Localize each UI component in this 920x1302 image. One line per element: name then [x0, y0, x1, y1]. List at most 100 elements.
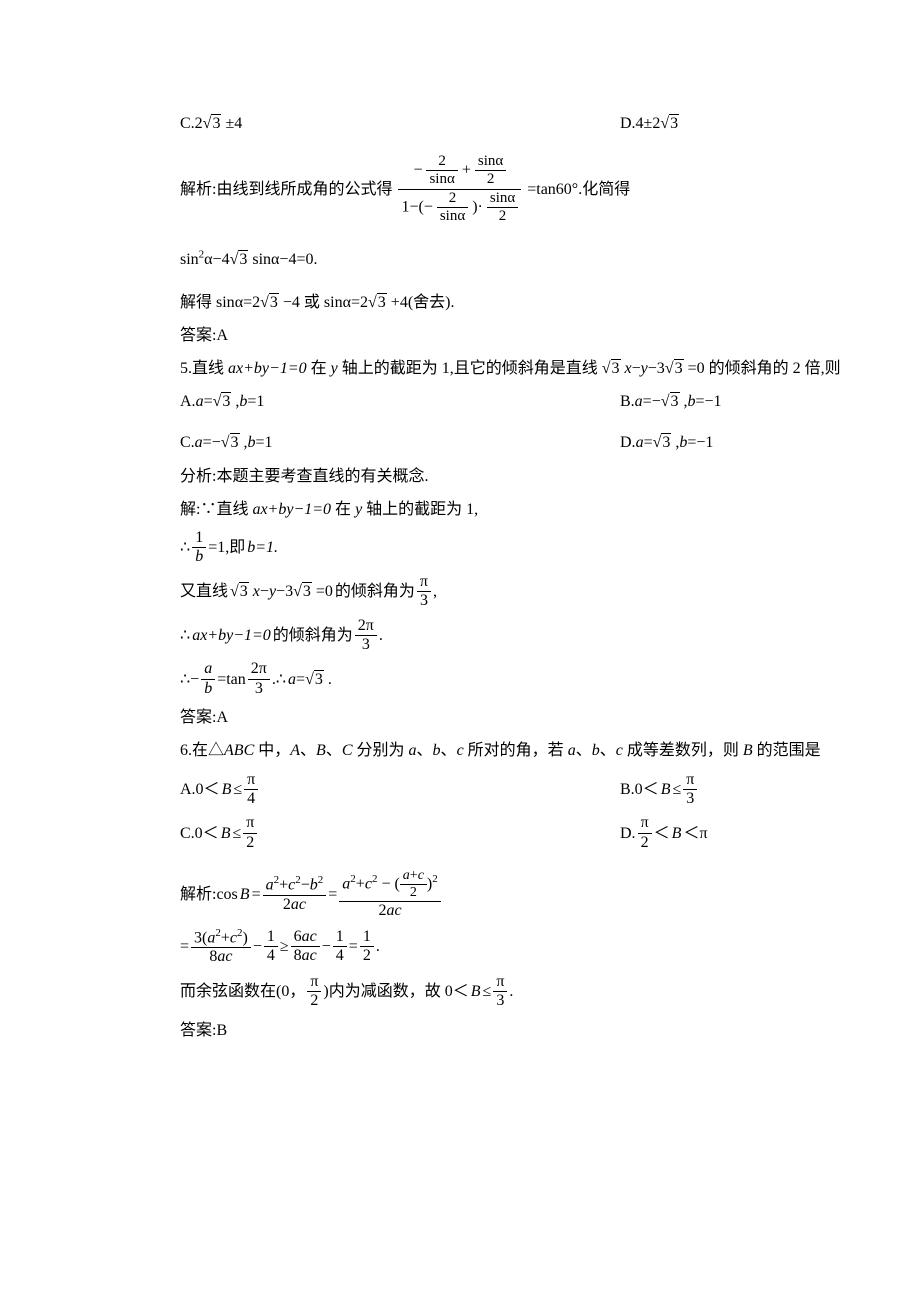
t: .∴ — [272, 666, 286, 693]
t: B.0＜ — [620, 776, 659, 803]
q5-analysis3: ∴ 1 b =1,即 b=1. — [140, 529, 920, 567]
num: a — [201, 660, 215, 678]
t: ＜ — [654, 820, 670, 847]
t: = — [252, 881, 261, 908]
t: B — [661, 776, 671, 803]
d: 2 — [638, 833, 652, 852]
den: 3 — [248, 679, 270, 698]
q5-analysis4: 又直线 √3 x−y−3√3 =0 的倾斜角为 π 3 , — [140, 573, 920, 611]
frac-num: sinα — [487, 190, 518, 207]
num: π — [417, 573, 431, 591]
t: ＜π — [683, 820, 707, 847]
q5-option-d: D.a=√3 ,b=−1 — [620, 429, 920, 456]
t: 的范围是 — [753, 742, 821, 759]
den-mid: )· — [472, 198, 483, 215]
t: = — [180, 933, 189, 960]
q5-analysis6: ∴− a b =tan 2π 3 .∴ a=√3 . — [140, 660, 920, 698]
n: 1 — [360, 928, 374, 946]
q5-stem-b: 在 — [307, 360, 331, 377]
frac-den: 2 — [487, 207, 518, 225]
t: . — [376, 933, 380, 960]
q4-option-c: C.2√3 ±4 — [180, 110, 620, 137]
t: a — [568, 742, 576, 759]
t: 而余弦函数在(0， — [180, 978, 305, 1005]
q4-options-cd: C.2√3 ±4 D.4±2√3 — [140, 110, 920, 137]
t: D. — [620, 820, 636, 847]
q6-analysis-line2: = 3(a2+c2) 8ac − 14 ≥ 6ac 8ac − 14 = 12 … — [140, 927, 920, 967]
q5-answer: 答案:A — [140, 704, 920, 731]
n: π — [638, 814, 652, 832]
t: C — [342, 742, 353, 759]
t: = — [349, 933, 358, 960]
t: 、 — [326, 742, 342, 759]
q4-line2: sin2α−4√3 sinα−4=0. — [140, 245, 920, 273]
frac-den: sinα — [437, 207, 468, 225]
t: B — [222, 776, 232, 803]
t: = — [328, 881, 337, 908]
q4-option-d: D.4±2√3 — [620, 110, 920, 137]
q5-option-c: C.a=−√3 ,b=1 — [180, 429, 620, 456]
t: 的倾斜角为 — [335, 578, 415, 605]
d: 3 — [683, 789, 697, 808]
q6-options-cd: C.0＜B≤ π2 D. π2 ＜B＜π — [140, 814, 920, 852]
q5-analysis2: 解:∵直线 ax+by−1=0 在 y 轴上的截距为 1, — [140, 496, 920, 523]
n: 1 — [333, 928, 347, 946]
den-prefix: 1−(− — [401, 198, 432, 215]
frac-num: 2 — [437, 190, 468, 207]
t: 在 — [331, 501, 355, 518]
t: 、 — [300, 742, 316, 759]
t: 、 — [600, 742, 616, 759]
t: C.0＜ — [180, 820, 219, 847]
t: c — [457, 742, 464, 759]
d: 2 — [307, 991, 321, 1010]
t: ≤ — [233, 776, 242, 803]
t: b — [592, 742, 600, 759]
t: =tan — [217, 666, 246, 693]
d: 3 — [493, 991, 507, 1010]
frac-num: sinα — [475, 153, 506, 170]
t: ≥ — [280, 933, 289, 960]
t: ≤ — [483, 978, 492, 1005]
t: B — [672, 820, 682, 847]
t: 所对的角，若 — [464, 742, 568, 759]
q6-option-c: C.0＜B≤ π2 — [180, 814, 620, 852]
n: π — [493, 973, 507, 991]
t: B — [471, 978, 481, 1005]
q6-analysis-line1: 解析:cosB= a2+c2−b2 2ac = a2+c2 − (a+c2)2 … — [140, 868, 920, 921]
d: 4 — [264, 946, 278, 965]
t: ≤ — [232, 820, 241, 847]
d: 2 — [360, 946, 374, 965]
q5-analysis5: ∴ax+by−1=0 的倾斜角为 2π 3 . — [140, 617, 920, 655]
t: . — [509, 978, 513, 1005]
t: 成等差数列，则 — [623, 742, 743, 759]
q5-stem-d: 的倾斜角的 2 倍,则 — [709, 360, 841, 377]
d: 2 — [243, 833, 257, 852]
den: 3 — [355, 635, 377, 654]
q4-analysis-prefix: 解析:由线到线所成角的公式得 — [180, 176, 392, 203]
q6-stem: 6.在△ABC 中，A、B、C 分别为 a、b、c 所对的角，若 a、b、c 成… — [140, 737, 920, 764]
q5-stem: 5.直线 ax+by−1=0 在 y 轴上的截距为 1,且它的倾斜角是直线 √3… — [140, 355, 920, 382]
t: − — [322, 933, 331, 960]
q6-answer: 答案:B — [140, 1017, 920, 1044]
frac-den: 2 — [475, 170, 506, 188]
den: b — [192, 547, 206, 566]
t: ≤ — [672, 776, 681, 803]
num: 1 — [192, 529, 206, 547]
q6-option-d: D. π2 ＜B＜π — [620, 814, 920, 852]
q5-eq1: ax+by−1=0 — [228, 360, 307, 377]
t: ∴ — [180, 622, 190, 649]
t: ∴− — [180, 666, 199, 693]
frac-num: 2 — [426, 153, 457, 170]
n: π — [243, 814, 257, 832]
d: 4 — [333, 946, 347, 965]
q5-analysis1: 分析:本题主要考查直线的有关概念. — [140, 463, 920, 490]
q5-options-cd: C.a=−√3 ,b=1 D.a=√3 ,b=−1 — [140, 429, 920, 456]
t: ABC — [224, 742, 254, 759]
t: c — [616, 742, 623, 759]
t: B — [221, 820, 231, 847]
q6-option-a: A.0＜B≤ π4 — [180, 771, 620, 809]
q5-y: y — [331, 360, 338, 377]
t: B — [240, 881, 250, 908]
q4-analysis-eq: =tan60°.化简得 — [527, 176, 630, 203]
n: π — [683, 771, 697, 789]
